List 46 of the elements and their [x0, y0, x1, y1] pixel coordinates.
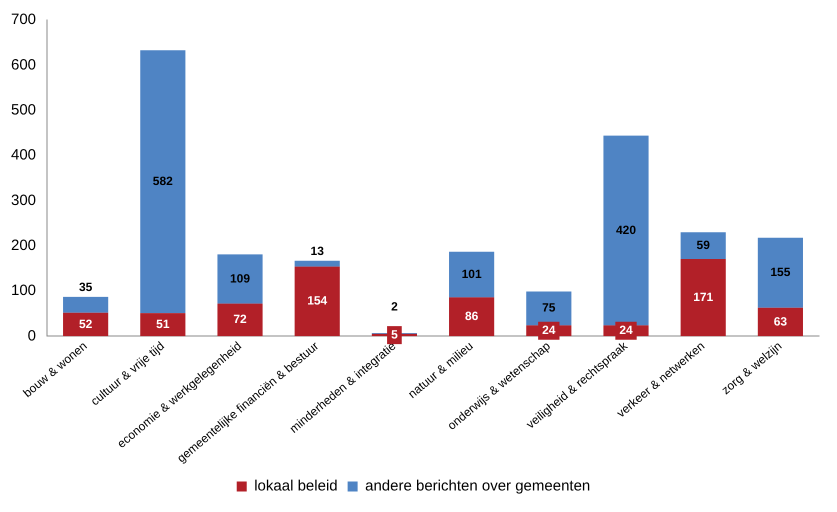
bar	[217, 304, 263, 336]
bar	[140, 313, 186, 336]
data-label: 24	[542, 323, 556, 338]
data-label: 582	[152, 174, 174, 188]
bar	[140, 50, 186, 314]
data-label: 101	[462, 266, 482, 281]
data-label: 63	[774, 314, 788, 328]
data-label: 2	[391, 300, 398, 314]
legend-label: lokaal beleid	[254, 478, 338, 495]
legend-label: andere berichten over gemeenten	[365, 478, 590, 495]
data-label: 5	[391, 327, 398, 342]
bar	[449, 252, 494, 298]
y-tick-label: 400	[10, 146, 36, 164]
y-tick-label: 0	[28, 327, 36, 344]
data-label: 420	[616, 222, 636, 237]
data-label: 51	[156, 316, 170, 331]
data-label: 24	[619, 323, 633, 338]
bar	[758, 238, 803, 308]
y-tick-label: 300	[10, 192, 36, 209]
data-label: 86	[464, 309, 479, 324]
bar	[680, 258, 726, 336]
data-label: 154	[307, 294, 328, 308]
bar	[758, 308, 803, 336]
y-tick-label: 500	[10, 101, 36, 118]
y-tick-label: 700	[10, 11, 36, 28]
data-label: 155	[770, 265, 791, 280]
data-label: 59	[696, 238, 710, 252]
bar	[449, 297, 494, 336]
bar	[294, 260, 340, 267]
data-label: 72	[233, 312, 248, 326]
data-label: 13	[310, 244, 324, 258]
bar	[63, 296, 108, 313]
y-tick-label: 100	[10, 282, 36, 300]
bar	[526, 291, 572, 326]
data-label: 52	[78, 316, 93, 331]
data-label: 75	[542, 300, 556, 315]
y-tick-label: 200	[10, 236, 36, 254]
data-label: 171	[693, 290, 714, 304]
bar	[294, 266, 340, 336]
y-tick-label: 600	[10, 56, 36, 74]
bar	[217, 254, 263, 304]
data-label: 109	[230, 271, 250, 286]
bar	[603, 136, 649, 326]
data-label: 35	[78, 280, 93, 294]
bar	[63, 312, 108, 336]
bar	[680, 232, 726, 259]
